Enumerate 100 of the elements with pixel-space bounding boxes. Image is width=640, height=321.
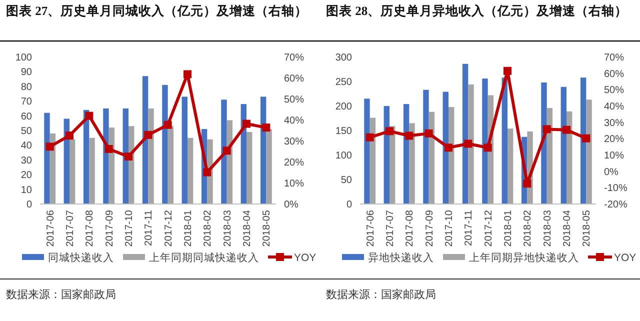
bar xyxy=(541,82,547,204)
point xyxy=(562,126,570,134)
bar xyxy=(168,126,174,204)
x-tick-label: 2018-04 xyxy=(562,210,573,247)
x-tick-label: 2017-12 xyxy=(163,210,174,247)
point xyxy=(184,70,192,78)
x-tick-label: 2017-07 xyxy=(385,210,396,247)
y2-tick-label: 30% xyxy=(284,136,304,148)
y-tick-label: 20 xyxy=(20,170,32,182)
y2-tick-label: 60% xyxy=(284,74,304,84)
bar xyxy=(508,128,514,204)
legend-label: YOY xyxy=(294,252,316,264)
y-tick-label: 30 xyxy=(20,155,32,166)
x-tick-label: 2017-07 xyxy=(65,210,76,247)
point xyxy=(144,130,152,139)
bar xyxy=(580,78,586,204)
y-tick-label: 80 xyxy=(20,82,32,93)
bar xyxy=(266,129,272,204)
x-tick-label: 2018-03 xyxy=(542,210,554,247)
bar xyxy=(442,92,448,204)
point xyxy=(523,180,532,188)
bar xyxy=(462,64,468,204)
bar xyxy=(586,100,592,204)
y-tick-label: 70 xyxy=(20,96,32,108)
bar xyxy=(221,100,227,204)
point xyxy=(582,134,590,142)
bar xyxy=(403,104,410,204)
y2-tick-label: 0% xyxy=(604,166,619,178)
point xyxy=(85,112,94,120)
bar xyxy=(148,108,154,204)
y-tick-label: 60 xyxy=(20,111,32,122)
y2-tick-label: 10% xyxy=(284,178,304,190)
y-tick-label: 300 xyxy=(335,52,352,64)
y-tick-label: 50 xyxy=(20,126,32,137)
bar xyxy=(423,90,429,204)
point xyxy=(242,120,250,128)
point xyxy=(124,152,132,161)
bar xyxy=(188,138,194,204)
x-tick-label: 2018-01 xyxy=(183,210,194,247)
point xyxy=(366,133,374,142)
y2-tick-label: 60% xyxy=(604,68,624,80)
y-tick-label: 90 xyxy=(20,67,32,78)
bar xyxy=(89,138,95,204)
chart-title: 图表 27、历史单月同城收入（亿元）及增速（右轴） xyxy=(6,3,308,18)
y-tick-label: 200 xyxy=(335,102,352,112)
bar xyxy=(246,132,252,204)
point xyxy=(464,140,472,148)
y-tick-label: 40 xyxy=(20,140,32,152)
y2-tick-label: 20% xyxy=(604,134,624,146)
chart-title: 图表 28、历史单月异地收入（亿元）及增速（右轴） xyxy=(326,3,628,18)
x-tick-label: 2018-05 xyxy=(582,210,593,247)
point xyxy=(262,124,270,132)
y-tick-label: 0 xyxy=(346,200,352,210)
legend-label: 上年同期异地快递收入 xyxy=(469,251,579,264)
y-tick-label: 250 xyxy=(335,77,352,88)
x-tick-label: 2017-08 xyxy=(404,210,416,247)
y-tick-label: 100 xyxy=(335,150,352,162)
point xyxy=(203,168,212,176)
y-tick-label: 100 xyxy=(15,52,32,64)
point xyxy=(222,146,231,155)
point xyxy=(405,132,414,140)
point xyxy=(444,144,452,152)
x-tick-label: 2017-09 xyxy=(104,210,116,247)
point xyxy=(46,142,54,151)
y2-tick-label: 50% xyxy=(604,85,624,96)
x-tick-label: 2018-05 xyxy=(262,210,273,247)
y2-tick-label: 40% xyxy=(604,102,624,112)
point xyxy=(66,132,74,140)
point xyxy=(484,144,492,152)
point xyxy=(104,144,113,153)
bar xyxy=(364,98,370,204)
y2-tick-label: 50% xyxy=(284,94,304,106)
legend-label: YOY xyxy=(614,252,636,264)
bar xyxy=(44,112,50,204)
point xyxy=(164,120,172,129)
bar xyxy=(142,76,148,204)
source-note: 数据来源：国家邮政局 xyxy=(326,288,436,301)
y2-tick-label: 40% xyxy=(284,116,304,126)
y2-tick-label: -10% xyxy=(604,183,628,194)
point xyxy=(386,127,394,136)
x-tick-label: 2017-11 xyxy=(144,210,155,246)
x-tick-label: 2017-12 xyxy=(483,210,494,247)
bar xyxy=(482,78,488,204)
x-tick-label: 2017-10 xyxy=(444,210,455,247)
y2-tick-label: 20% xyxy=(284,158,304,168)
bar xyxy=(409,123,415,204)
x-tick-label: 2018-01 xyxy=(503,210,514,247)
bar xyxy=(468,84,474,204)
x-tick-label: 2017-06 xyxy=(365,210,376,247)
bar xyxy=(260,96,266,204)
y2-tick-label: 0% xyxy=(284,200,299,210)
x-tick-label: 2018-03 xyxy=(222,210,234,247)
y-tick-label: 10 xyxy=(20,184,32,196)
y-tick-label: 150 xyxy=(335,126,352,137)
legend-label: 异地快递收入 xyxy=(368,251,434,264)
legend-label: 上年同期同城快递收入 xyxy=(149,251,259,264)
y-tick-label: 0 xyxy=(26,200,32,210)
x-tick-label: 2017-09 xyxy=(424,210,436,247)
point xyxy=(504,66,512,75)
bar xyxy=(502,78,508,204)
